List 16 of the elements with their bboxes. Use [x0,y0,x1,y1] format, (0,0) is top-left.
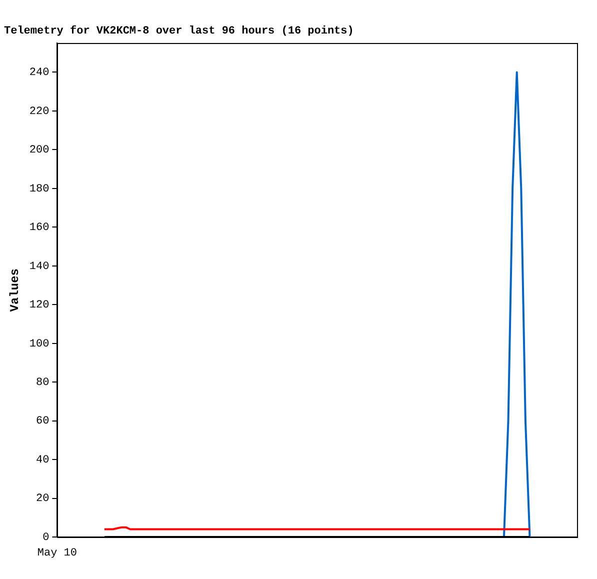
y-tick-label: 40 [36,454,50,466]
chart-title: Telemetry for VK2KCM-8 over last 96 hours (16 points) [4,24,354,38]
y-tick-label: 140 [29,260,50,273]
y-tick-label: 80 [36,376,50,389]
text: May 10 [37,547,78,560]
y-tick-label: 100 [29,338,50,350]
y-tick-label: 20 [36,493,50,506]
y-tick-label: 180 [29,183,50,196]
y-tick-label: 240 [29,67,50,80]
y-tick-label: 60 [36,416,50,428]
y-tick-label: 220 [29,106,50,118]
y-tick-label: 120 [29,300,50,312]
y-tick-label: 0 [42,532,50,544]
y-tick-label: 160 [29,222,50,234]
y-tick-label: 200 [29,144,50,157]
y-axis-title: Values [8,268,22,312]
